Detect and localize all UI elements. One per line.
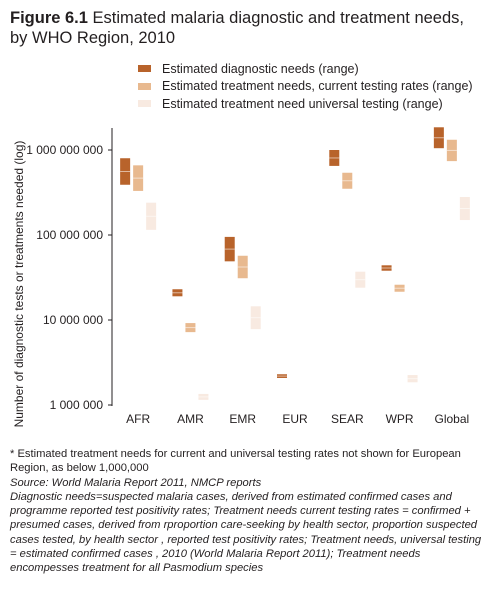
figure-title-text: Estimated malaria diagnostic and treatme… [10,9,464,47]
legend-item-diagnostic: Estimated diagnostic needs (range) [138,60,473,78]
figure-number: Figure 6.1 [10,9,88,27]
y-axis-title: Number of diagnostic tests or treatments… [12,141,26,428]
legend-label-diagnostic: Estimated diagnostic needs (range) [162,61,359,76]
x-tick-label: EMR [229,412,256,426]
x-tick-label: SEAR [331,412,364,426]
x-tick-label: AFR [126,412,150,426]
legend-label-treatment-current: Estimated treatment needs, current testi… [162,79,473,94]
chart-legend: Estimated diagnostic needs (range) Estim… [138,60,473,113]
source-note: Source: World Malaria Report 2011, NMCP … [10,476,262,489]
legend-item-treatment-current: Estimated treatment needs, current testi… [138,78,473,96]
footnote: * Estimated treatment needs for current … [10,448,461,475]
legend-item-treatment-universal: Estimated treatment need universal testi… [138,95,473,113]
y-tick-label: 100 000 000 [36,228,103,242]
y-tick-label: 1 000 000 [50,398,104,412]
legend-swatch-treatment-current [138,82,151,90]
figure-notes: * Estimated treatment needs for current … [10,447,482,576]
legend-label-treatment-universal: Estimated treatment need universal testi… [162,96,443,111]
legend-swatch-diagnostic [138,65,151,73]
x-tick-label: AMR [177,412,204,426]
x-tick-label: WPR [386,412,414,426]
definitions-note: Diagnostic needs=suspected malaria cases… [10,490,482,575]
x-tick-label: Global [435,412,470,426]
x-tick-label: EUR [282,412,308,426]
y-tick-label: 10 000 000 [43,313,103,327]
figure-title: Figure 6.1 Estimated malaria diagnostic … [10,8,480,48]
y-tick-label: 1 000 000 000 [26,143,103,157]
legend-swatch-treatment-universal [138,100,151,108]
malaria-needs-chart: 1 000 000 10 000 000 100 000 000 1 000 000 … [12,127,470,428]
